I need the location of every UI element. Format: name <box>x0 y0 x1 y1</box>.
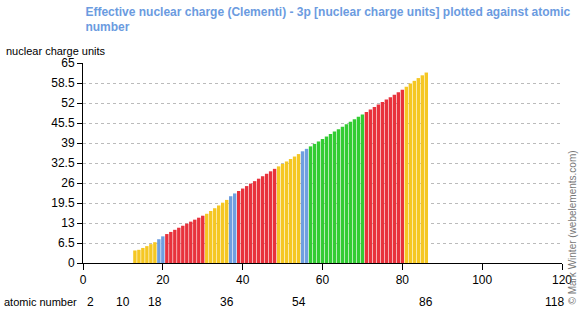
svg-text:20: 20 <box>156 273 170 287</box>
svg-text:118: 118 <box>545 295 564 309</box>
svg-text:86: 86 <box>419 295 433 309</box>
svg-text:45.5: 45.5 <box>51 116 75 130</box>
svg-text:0: 0 <box>68 256 75 270</box>
svg-text:52: 52 <box>61 96 75 110</box>
svg-text:10: 10 <box>116 295 130 309</box>
svg-text:© Mark Winter (webelements.com: © Mark Winter (webelements.com) <box>567 150 578 304</box>
svg-text:13: 13 <box>61 216 75 230</box>
svg-text:60: 60 <box>316 273 330 287</box>
svg-text:54: 54 <box>292 295 306 309</box>
svg-text:26: 26 <box>61 176 75 190</box>
svg-text:0: 0 <box>80 273 87 287</box>
svg-text:80: 80 <box>396 273 410 287</box>
svg-text:39: 39 <box>61 136 75 150</box>
svg-text:120: 120 <box>552 273 572 287</box>
svg-text:65: 65 <box>61 56 75 70</box>
svg-text:6.5: 6.5 <box>58 236 75 250</box>
svg-text:Effective nuclear charge (Clem: Effective nuclear charge (Clementi) - 3p… <box>85 5 570 35</box>
svg-text:100: 100 <box>472 273 492 287</box>
svg-text:32.5: 32.5 <box>51 156 75 170</box>
svg-text:40: 40 <box>236 273 250 287</box>
svg-text:atomic number: atomic number <box>4 296 77 308</box>
svg-text:36: 36 <box>220 295 234 309</box>
svg-text:58.5: 58.5 <box>51 76 75 90</box>
svg-text:19.5: 19.5 <box>51 196 75 210</box>
svg-text:nuclear charge units: nuclear charge units <box>6 45 106 57</box>
svg-text:18: 18 <box>148 295 162 309</box>
svg-text:2: 2 <box>87 295 94 309</box>
